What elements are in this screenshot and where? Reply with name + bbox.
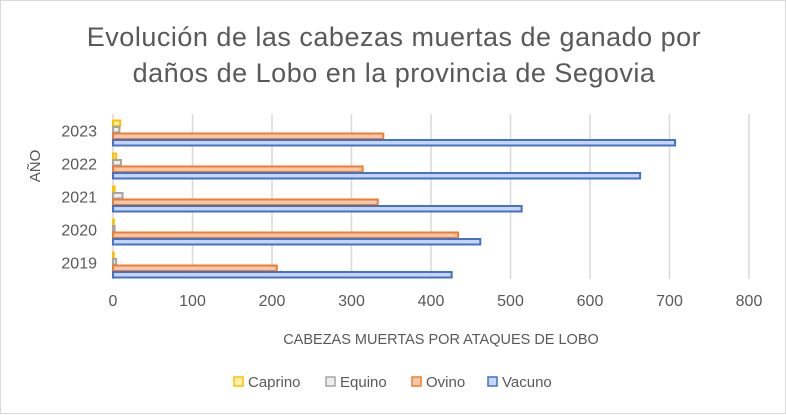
bar-ovino-2020	[112, 231, 460, 239]
legend-swatch-caprino	[233, 376, 244, 387]
legend-swatch-equino	[325, 376, 336, 387]
x-tick-label: 200	[259, 293, 286, 310]
x-tick-label: 600	[577, 293, 604, 310]
x-tick-label: 800	[736, 293, 763, 310]
bar-caprino-2021	[112, 185, 116, 193]
bar-equino-2022	[112, 159, 122, 167]
x-tick-label: 700	[656, 293, 683, 310]
x-axis-title: CABEZAS MUERTAS POR ATAQUES DE LOBO	[283, 332, 599, 348]
chart-title: Evolución de las cabezas muertas de gana…	[1, 19, 786, 91]
bar-equino-2023	[112, 126, 121, 134]
x-tick-label: 0	[109, 293, 118, 310]
bar-ovino-2019	[112, 264, 278, 272]
x-tick-label: 100	[179, 293, 206, 310]
y-axis-title: AÑO	[27, 150, 44, 183]
y-tick-label: 2023	[61, 124, 97, 141]
bar-vacuno-2019	[112, 271, 453, 279]
legend-label-vacuno: Vacuno	[502, 374, 552, 391]
bar-equino-2020	[112, 225, 116, 233]
y-tick-label: 2020	[61, 223, 97, 240]
bar-vacuno-2023	[112, 139, 677, 147]
bar-ovino-2023	[112, 132, 385, 140]
y-tick-label: 2021	[61, 190, 97, 207]
legend-label-equino: Equino	[340, 374, 387, 391]
legend-swatch-ovino	[411, 376, 422, 387]
x-tick-label: 300	[338, 293, 365, 310]
x-tick-label: 500	[497, 293, 524, 310]
y-tick-label: 2019	[61, 256, 97, 273]
bar-ovino-2022	[112, 165, 364, 173]
title-line-2: daños de Lobo en la provincia de Segovia	[132, 58, 656, 88]
bar-vacuno-2020	[112, 238, 482, 246]
bar-caprino-2022	[112, 152, 118, 160]
title-line-1: Evolución de las cabezas muertas de gana…	[86, 22, 702, 52]
legend-swatch-vacuno	[487, 376, 498, 387]
legend-label-caprino: Caprino	[248, 374, 301, 391]
bar-caprino-2020	[112, 218, 115, 226]
legend-label-ovino: Ovino	[426, 374, 465, 391]
bar-vacuno-2021	[112, 205, 523, 213]
bar-vacuno-2022	[112, 172, 642, 180]
bar-caprino-2019	[112, 251, 115, 259]
x-tick-label: 400	[418, 293, 445, 310]
bar-caprino-2023	[112, 119, 122, 127]
bar-equino-2019	[112, 258, 118, 266]
y-tick-label: 2022	[61, 157, 97, 174]
bar-ovino-2021	[112, 198, 379, 206]
bar-equino-2021	[112, 192, 124, 200]
